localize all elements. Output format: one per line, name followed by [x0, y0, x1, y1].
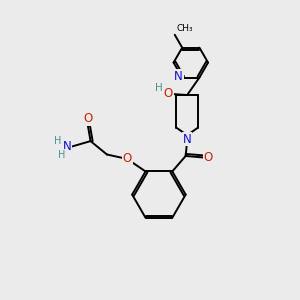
Text: N: N [62, 140, 71, 153]
Text: N: N [183, 133, 191, 146]
Text: H: H [155, 83, 163, 93]
Text: N: N [174, 70, 183, 83]
Text: H: H [54, 136, 61, 146]
Text: O: O [204, 151, 213, 164]
Text: O: O [122, 152, 132, 165]
Text: O: O [83, 112, 92, 125]
Text: H: H [58, 150, 65, 160]
Text: O: O [164, 87, 173, 100]
Text: CH₃: CH₃ [176, 24, 193, 33]
